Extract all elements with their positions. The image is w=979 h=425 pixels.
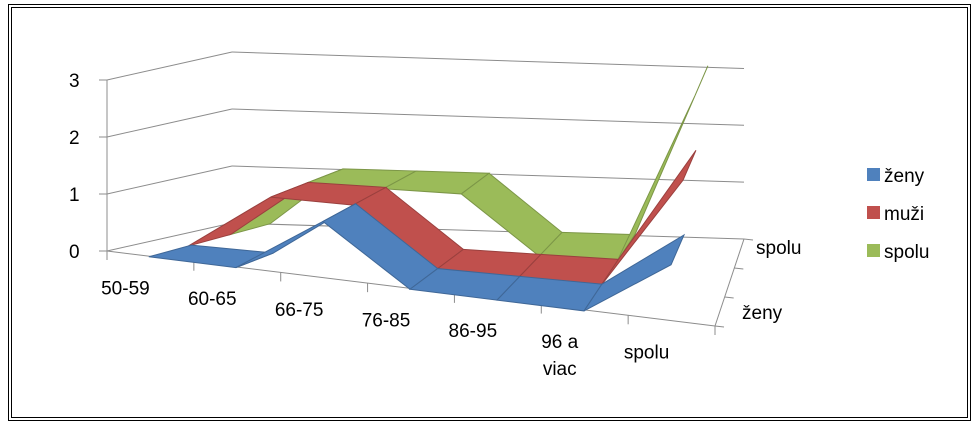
x-tick-label-line: 60-65 <box>188 289 237 310</box>
chart-frame <box>8 4 971 421</box>
side-gridline <box>106 165 233 195</box>
x-tick-label: 86-95 <box>449 321 498 342</box>
tick-layer: 0 1 2 3 50-59 60-65 66-75 76-85 86-95 96 a viac spo… <box>69 71 801 380</box>
x-tick-label-line: 66-75 <box>275 300 324 321</box>
x-tick-label: spolu <box>624 343 669 364</box>
y-tick-label: 3 <box>69 71 80 92</box>
x-tick-label: 66-75 <box>275 300 324 321</box>
series-1-segment <box>600 150 697 287</box>
depth-tick-mark <box>734 267 744 270</box>
side-gridline <box>106 51 233 81</box>
back-gridline <box>231 108 745 126</box>
legend-swatch <box>867 244 880 257</box>
legend-swatch <box>867 206 880 219</box>
depth-tick-mark <box>714 325 725 328</box>
series-layer <box>148 65 709 312</box>
x-tick-label: 96 a viac <box>541 332 578 380</box>
legend-label: spolu <box>884 242 929 263</box>
x-tick-label: 76-85 <box>362 311 411 332</box>
y-tick-label: 1 <box>69 185 80 206</box>
x-tick-label-line: 96 a <box>541 332 578 353</box>
x-tick-label-line: 50-59 <box>101 278 150 299</box>
series-0-segment <box>583 233 686 312</box>
x-tick-label-line: spolu <box>624 343 669 364</box>
x-tick-label: 60-65 <box>188 289 237 310</box>
legend: ženy muži spolu <box>867 166 929 263</box>
legend-swatch <box>867 168 880 181</box>
series-2-segment <box>616 65 709 262</box>
x-tick-label-line: 86-95 <box>449 321 498 342</box>
depth-tick-mark <box>724 296 734 299</box>
legend-label: ženy <box>884 166 925 187</box>
back-gridline <box>231 51 745 69</box>
x-tick-label-line: viac <box>543 359 577 380</box>
x-tick-label: 50-59 <box>101 278 150 299</box>
x-tick-label-line: 76-85 <box>362 311 411 332</box>
y-tick-label: 2 <box>69 128 80 149</box>
depth-axis-line <box>714 238 745 327</box>
series-0-segment <box>148 244 274 269</box>
side-gridline <box>106 108 233 138</box>
legend-label: muži <box>884 204 924 225</box>
depth-tick-label: spolu <box>756 238 801 259</box>
depth-tick-label: ženy <box>742 303 783 324</box>
side-gridline <box>106 222 233 252</box>
y-tick-label: 0 <box>69 242 80 263</box>
series-2-segment <box>460 172 563 257</box>
depth-tick-mark <box>743 238 754 241</box>
